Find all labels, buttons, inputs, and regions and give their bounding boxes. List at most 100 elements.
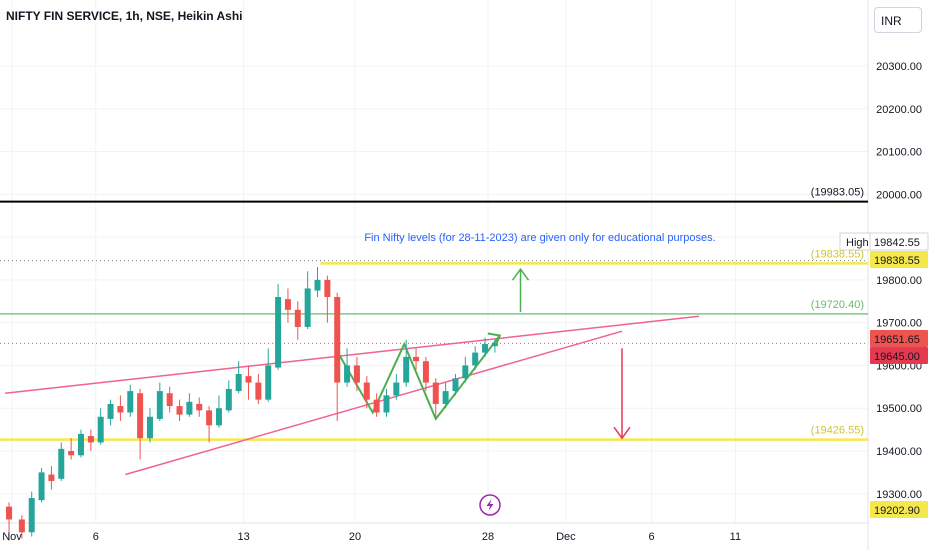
price-tag: 19651.65 [870,330,928,347]
lightning-icon[interactable] [479,494,501,516]
candle [363,376,370,409]
candle [353,356,360,392]
candle [373,393,380,417]
candle-body [344,365,351,383]
time-axis[interactable]: Nov 6 13 20 28 Dec 6 11 [2,531,741,543]
candle-body [107,403,114,419]
candle [344,348,351,387]
y-tick-label: 19500.00 [876,403,922,415]
drawings [5,267,699,476]
x-tick-label: 28 [482,531,494,543]
candle [432,378,439,417]
candle [87,429,94,451]
chart-title: NIFTY FIN SERVICE, 1h, NSE, Heikin Ashi [6,9,243,23]
candle [176,399,183,422]
price-tag-bg [870,347,928,364]
x-tick-label: 20 [349,531,361,543]
candle-body [97,416,104,443]
candle [137,388,144,460]
y-tick-label: 20000.00 [876,189,922,201]
candle-body [334,296,341,383]
zigzag-pattern [338,334,501,421]
candle-body [462,365,469,379]
x-tick-label: 6 [649,531,655,543]
candle [127,384,134,417]
candle-body [87,436,94,443]
candle [403,339,410,387]
candle-body [68,451,75,456]
y-tick-label: 20300.00 [876,61,922,73]
target-arrow-up-head [511,267,530,281]
candle-body [48,474,55,481]
candle-body [206,410,213,426]
candle-body [146,416,153,439]
candle [284,288,291,323]
candle-body [117,406,124,413]
price-axis[interactable]: 19300.0019400.0019500.0019600.0019700.00… [876,61,922,501]
horizontal-levels: (19983.05) (19838.55) (19720.40) (19426.55) [0,187,868,441]
candle-body [275,296,282,368]
candle [186,393,193,417]
candle-body [294,309,301,327]
level-label-1: (19838.55) [811,248,864,260]
candle-body [373,399,380,413]
candle-body [235,373,242,392]
candle [58,442,65,481]
candle [324,275,331,323]
x-tick-label: 11 [730,531,741,543]
candle-body [383,395,390,413]
price-tag-name-bg [839,232,871,251]
y-tick-label: 19300.00 [876,489,922,501]
candle [255,373,262,404]
currency-selector[interactable]: INR [874,7,922,33]
x-tick-label: 13 [237,531,249,543]
candle-body [6,506,13,520]
candle-body [137,393,144,439]
y-tick-label: 20200.00 [876,104,922,116]
candle [196,397,203,417]
x-tick-label: Nov [2,531,22,543]
candle-body [324,279,331,297]
candle-body [196,403,203,411]
grid-lines [0,0,869,550]
y-tick-label: 19800.00 [876,275,922,287]
price-tag-label: 19651.65 [874,334,920,346]
candle-body [422,361,429,383]
price-tag: 19842.55 High [839,232,929,251]
candle-body [284,299,291,310]
candle [442,382,449,409]
candle [383,388,390,417]
candle-body [393,382,400,396]
candle [235,361,242,394]
level-label-2: (19720.40) [811,299,864,311]
candle [491,339,498,353]
candle [482,337,489,357]
candle [77,429,84,458]
price-tag: 19202.90 [870,501,928,518]
y-tick-label: 20100.00 [876,147,922,159]
level-label-3: (19426.55) [811,425,864,437]
y-tick-label: 19400.00 [876,446,922,458]
y-tick-label: 19700.00 [876,318,922,330]
candle [68,438,75,460]
price-tag-label: 19838.55 [874,255,920,267]
candle [275,284,282,370]
candle-body [472,352,479,366]
candle-body [38,472,45,501]
candle-body [77,433,84,456]
candle [334,292,341,422]
price-tag: 19838.55 [870,251,928,268]
candle [304,271,311,330]
price-tag-bg [870,251,928,268]
candle-body [403,356,410,383]
candle [393,373,400,400]
candle [166,386,173,413]
candle [206,406,213,443]
candle-body [432,382,439,404]
target-arrow-down-head [613,426,631,440]
candle-body [156,391,163,419]
candle [48,465,55,490]
candle-body [166,393,173,407]
candle-body [442,391,449,404]
